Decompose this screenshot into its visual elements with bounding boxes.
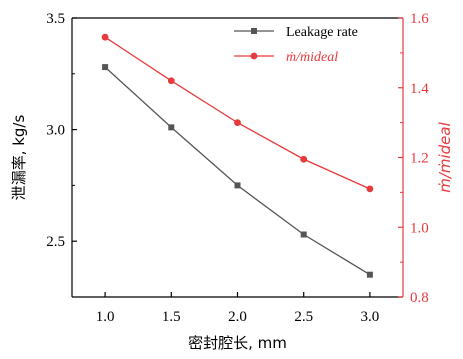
y-left-tick-label: 3.5 [46, 11, 65, 27]
y-axis-left-title: 泄漏率, kg/s [10, 115, 28, 201]
series-layer [101, 33, 374, 278]
legend-marker-circle [250, 52, 258, 60]
data-point-square [168, 124, 175, 131]
y-right-tick-label: 1.6 [410, 11, 429, 27]
x-tick-label: 2.5 [294, 309, 313, 325]
data-point-circle [366, 185, 374, 193]
y-right-tick-label: 1.4 [410, 81, 429, 97]
legend-label-leakage: Leakage rate [286, 25, 358, 40]
x-tick-label: 1.5 [162, 309, 181, 325]
y-right-tick-label: 1.2 [410, 151, 429, 167]
data-point-circle [101, 33, 109, 41]
y-right-tick-label: 1.0 [410, 220, 429, 236]
legend-label-ratio: ṁ/ṁideal [286, 50, 338, 65]
legend: Leakage rate ṁ/ṁideal [234, 25, 358, 65]
x-axis-title: 密封腔长, mm [188, 334, 287, 352]
data-point-circle [234, 119, 241, 127]
y-right-tick-label: 0.8 [410, 290, 429, 306]
data-point-square [300, 231, 307, 238]
data-point-circle [300, 155, 308, 163]
data-point-square [366, 271, 373, 278]
legend-marker-square [251, 28, 257, 34]
x-tick-label: 3.0 [361, 309, 380, 325]
y-left-tick-label: 3.0 [46, 123, 65, 139]
data-point-square [234, 182, 241, 189]
data-point-square [102, 64, 109, 71]
data-point-circle [167, 77, 175, 85]
x-tick-label: 2.0 [228, 309, 247, 325]
x-tick-label: 1.0 [96, 309, 115, 325]
y-axis-right-title: ṁ/ṁideal [436, 121, 454, 192]
axes: 1.0 1.5 2.0 2.5 3.0 2.5 3.0 3.5 0.8 1.0 1.2 1.4 1.6 [46, 11, 429, 325]
y-left-tick-label: 2.5 [46, 234, 65, 250]
